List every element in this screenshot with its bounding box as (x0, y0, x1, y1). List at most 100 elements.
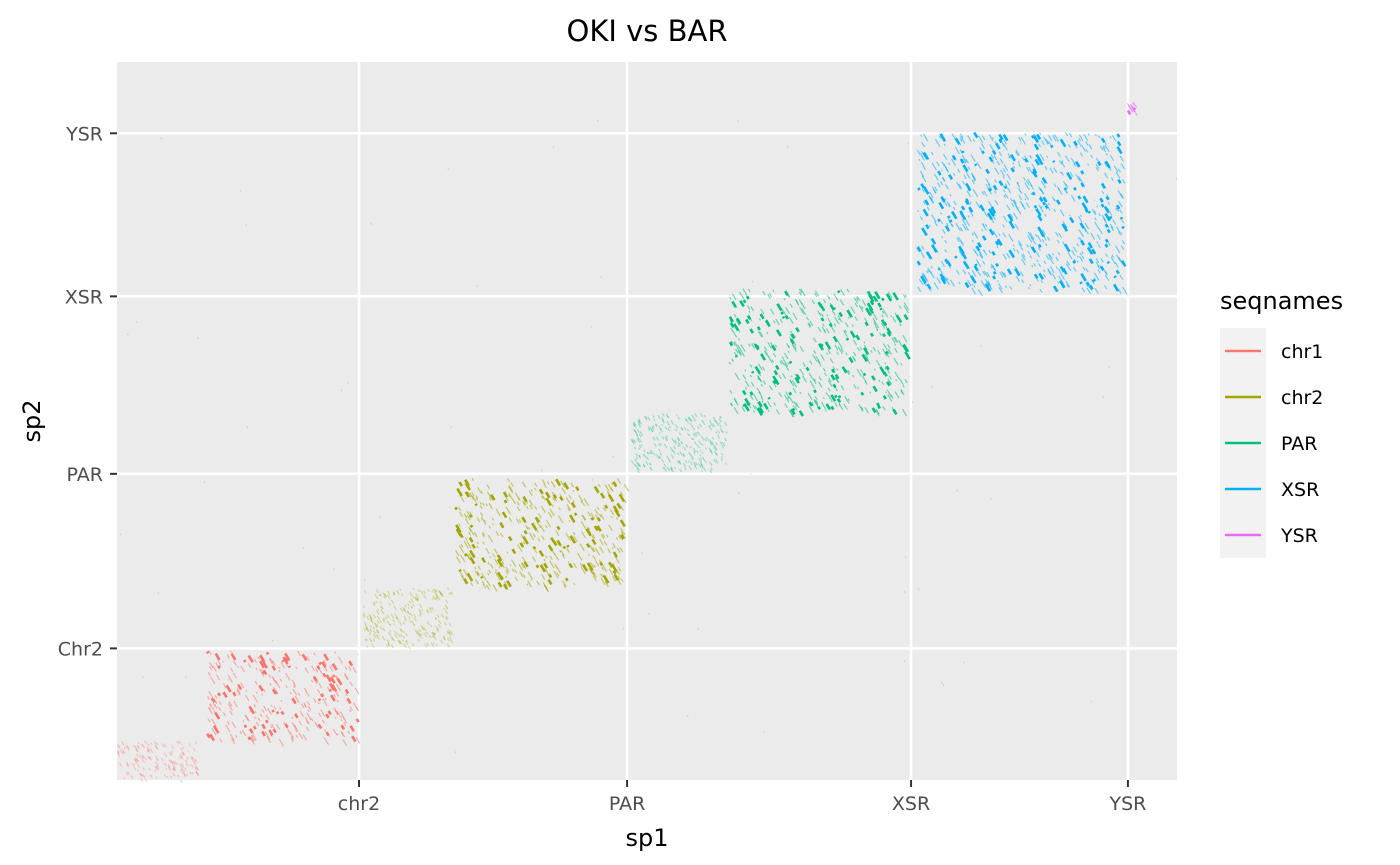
alignment-point (619, 519, 626, 528)
alignment-point (460, 554, 466, 563)
alignment-point (503, 499, 508, 504)
alignment-point (298, 732, 304, 740)
alignment-point (832, 307, 837, 311)
alignment-point (336, 699, 339, 703)
alignment-point (1039, 132, 1042, 135)
alignment-point (173, 767, 176, 771)
alignment-point (633, 421, 637, 426)
alignment-point (206, 733, 211, 739)
alignment-point (638, 438, 643, 443)
alignment-point (963, 174, 967, 180)
alignment-point (446, 606, 449, 610)
alignment-point (549, 555, 553, 560)
alignment-point (1022, 176, 1026, 181)
alignment-point (225, 724, 231, 733)
alignment-point (724, 421, 728, 427)
alignment-point (1006, 173, 1011, 180)
alignment-point (496, 558, 504, 568)
alignment-point (1080, 239, 1086, 246)
alignment-point (940, 681, 943, 685)
alignment-point (938, 201, 945, 210)
alignment-point (711, 441, 716, 447)
alignment-point (944, 225, 951, 232)
alignment-point (171, 750, 174, 754)
alignment-point (844, 395, 850, 404)
alignment-point (962, 269, 967, 275)
alignment-point (728, 341, 734, 347)
alignment-point (1029, 155, 1032, 158)
alignment-point (431, 631, 436, 637)
alignment-point (987, 183, 993, 191)
alignment-point (521, 556, 527, 563)
alignment-point (758, 317, 761, 321)
alignment-point (402, 636, 405, 639)
alignment-point (684, 417, 688, 422)
alignment-point (971, 283, 974, 286)
alignment-point (1037, 247, 1041, 252)
alignment-point (530, 578, 533, 581)
alignment-point (709, 449, 713, 455)
alignment-point (1041, 140, 1045, 146)
alignment-point (733, 351, 737, 356)
alignment-point (1175, 177, 1178, 180)
alignment-point (876, 329, 879, 332)
alignment-point (1043, 136, 1049, 145)
alignment-point (444, 616, 448, 621)
alignment-point (784, 403, 788, 409)
alignment-point (318, 668, 323, 675)
alignment-point (596, 119, 599, 122)
alignment-point (593, 525, 599, 532)
alignment-point (399, 627, 403, 632)
alignment-point (994, 167, 1000, 175)
alignment-point (730, 340, 734, 344)
alignment-point (994, 190, 997, 194)
alignment-point (318, 683, 323, 689)
alignment-point (184, 759, 188, 763)
alignment-point (519, 542, 525, 548)
alignment-point (495, 508, 501, 517)
alignment-point (328, 665, 334, 672)
alignment-point (237, 684, 243, 691)
alignment-point (971, 179, 975, 185)
alignment-point (481, 557, 487, 564)
alignment-point (860, 406, 864, 411)
series-par-block (728, 288, 911, 418)
alignment-point (1132, 102, 1135, 106)
alignment-point (925, 224, 930, 230)
alignment-point (638, 433, 642, 438)
alignment-point (534, 482, 538, 487)
alignment-point (379, 604, 384, 610)
alignment-point (495, 569, 498, 572)
alignment-point (863, 344, 868, 351)
alignment-point (425, 609, 429, 613)
alignment-point (929, 270, 935, 279)
alignment-point (1034, 158, 1041, 166)
alignment-point (834, 402, 838, 408)
alignment-point (458, 545, 465, 554)
alignment-point (555, 530, 560, 537)
alignment-point (693, 432, 698, 437)
alignment-point (418, 613, 422, 617)
alignment-point (982, 223, 988, 231)
alignment-point (605, 534, 609, 538)
alignment-point (612, 455, 614, 459)
alignment-point (922, 201, 926, 205)
alignment-point (469, 514, 473, 518)
alignment-point (952, 154, 957, 161)
alignment-point (530, 488, 533, 492)
alignment-point (903, 590, 906, 594)
alignment-point (645, 460, 649, 466)
alignment-point (1068, 132, 1073, 138)
alignment-point (741, 389, 747, 396)
alignment-point (649, 467, 653, 472)
alignment-point (380, 609, 385, 615)
alignment-point (222, 691, 228, 698)
alignment-point (1059, 265, 1066, 273)
alignment-point (973, 179, 976, 182)
alignment-point (501, 511, 508, 519)
alignment-point (712, 416, 717, 422)
alignment-point (1040, 279, 1044, 284)
alignment-point (824, 341, 832, 350)
alignment-point (799, 306, 805, 315)
alignment-point (154, 745, 159, 750)
